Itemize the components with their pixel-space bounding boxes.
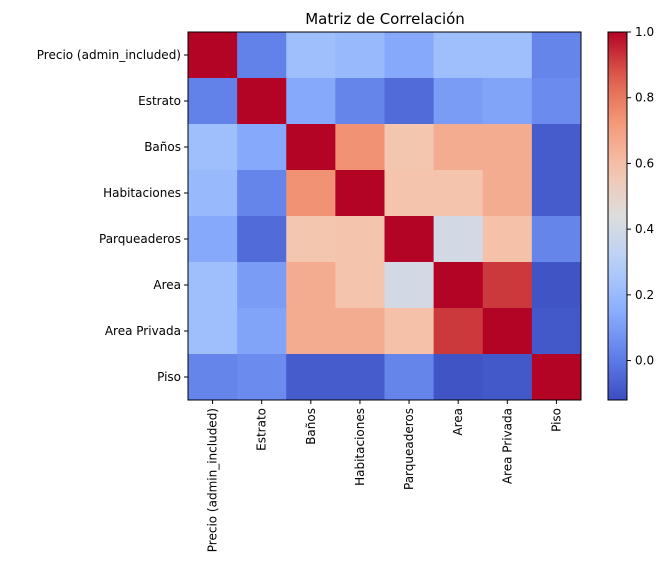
heatmap-cell: [188, 262, 238, 309]
heatmap-cell: [286, 216, 336, 263]
heatmap-cell: [286, 354, 336, 401]
heatmap-cell: [335, 124, 385, 171]
heatmap-cell: [384, 32, 435, 79]
y-tick-label: Piso: [157, 370, 181, 384]
heatmap-cell: [531, 216, 582, 263]
x-tick-label: Area Privada: [500, 408, 514, 484]
heatmap-cell: [384, 216, 435, 263]
heatmap-cell: [237, 124, 287, 171]
heatmap-cell: [335, 216, 385, 263]
heatmap-cell: [531, 78, 582, 125]
heatmap-cell: [237, 216, 287, 263]
heatmap-cell: [188, 308, 238, 355]
y-axis: Precio (admin_included) Estrato Baños Habit…: [37, 48, 188, 384]
colorbar-tick-label: 0.0: [635, 354, 654, 368]
heatmap-cell: [531, 170, 582, 217]
heatmap-cell: [433, 78, 484, 125]
heatmap-cell: [335, 262, 385, 309]
heatmap-cell: [433, 354, 484, 401]
colorbar-ticks: 0.0 0.2 0.4 0.6 0.8 1.0: [627, 25, 654, 368]
x-tick-label: Habitaciones: [353, 408, 367, 486]
heatmap-cell: [384, 262, 435, 309]
heatmap-cell: [384, 354, 435, 401]
colorbar-tick-label: 0.6: [635, 156, 654, 170]
heatmap-cell: [237, 262, 287, 309]
heatmap-cell: [237, 32, 287, 79]
y-tick-label: Area Privada: [105, 324, 181, 338]
heatmap-cell: [237, 308, 287, 355]
heatmap-frame: [187, 31, 582, 401]
heatmap-cell: [188, 124, 238, 171]
heatmap-cell: [384, 170, 435, 217]
x-tick-label: Parqueaderos: [402, 408, 416, 490]
x-tick-label: Estrato: [255, 408, 269, 451]
y-tick-label: Baños: [144, 140, 181, 154]
heatmap-cell: [335, 78, 385, 125]
heatmap-cell: [531, 308, 582, 355]
heatmap-cell: [433, 262, 484, 309]
x-axis: Precio (admin_included) Estrato Baños Habit…: [206, 400, 563, 552]
heatmap-cell: [482, 216, 533, 263]
heatmap-cell: [286, 78, 336, 125]
heatmap-cell: [237, 78, 287, 125]
heatmap-cell: [433, 308, 484, 355]
heatmap-cell: [531, 32, 582, 79]
heatmap-cell: [433, 216, 484, 263]
heatmap-cell: [286, 124, 336, 171]
x-tick-label: Piso: [549, 408, 563, 432]
heatmap-cell: [482, 78, 533, 125]
heatmap-cell: [188, 170, 238, 217]
heatmap-cell: [335, 308, 385, 355]
heatmap-cell: [482, 354, 533, 401]
heatmap-cells: [188, 32, 582, 401]
heatmap-cell: [433, 170, 484, 217]
colorbar: [607, 31, 628, 401]
heatmap-cell: [531, 262, 582, 309]
heatmap-cell: [433, 124, 484, 171]
x-tick-label: Baños: [304, 408, 318, 445]
y-tick-label: Habitaciones: [103, 186, 181, 200]
heatmap-cell: [188, 354, 238, 401]
heatmap-cell: [335, 32, 385, 79]
heatmap-cell: [384, 124, 435, 171]
colorbar-tick-label: 0.2: [635, 288, 654, 302]
y-tick-label: Estrato: [138, 94, 181, 108]
y-tick-label: Area: [153, 278, 181, 292]
heatmap-cell: [335, 170, 385, 217]
heatmap-cell: [237, 170, 287, 217]
heatmap-cell: [384, 78, 435, 125]
heatmap-cell: [433, 32, 484, 79]
heatmap-cell: [188, 216, 238, 263]
heatmap-cell: [482, 124, 533, 171]
heatmap-cell: [531, 354, 582, 401]
heatmap-cell: [188, 32, 238, 79]
y-tick-label: Precio (admin_included): [37, 48, 181, 62]
heatmap-cell: [286, 170, 336, 217]
heatmap-cell: [482, 262, 533, 309]
heatmap-cell: [335, 354, 385, 401]
colorbar-tick-label: 0.4: [635, 222, 654, 236]
heatmap-cell: [482, 308, 533, 355]
x-tick-label: Area: [451, 408, 465, 436]
heatmap-cell: [482, 170, 533, 217]
x-tick-label: Precio (admin_included): [206, 408, 220, 552]
heatmap-cell: [482, 32, 533, 79]
heatmap-cell: [188, 78, 238, 125]
colorbar-tick-label: 1.0: [635, 25, 654, 39]
y-tick-label: Parqueaderos: [99, 232, 181, 246]
heatmap-cell: [531, 124, 582, 171]
heatmap-cell: [237, 354, 287, 401]
colorbar-tick-label: 0.8: [635, 91, 654, 105]
heatmap-cell: [286, 32, 336, 79]
heatmap-cell: [286, 308, 336, 355]
heatmap-cell: [286, 262, 336, 309]
heatmap-cell: [384, 308, 435, 355]
chart-title: Matriz de Correlación: [305, 10, 465, 28]
